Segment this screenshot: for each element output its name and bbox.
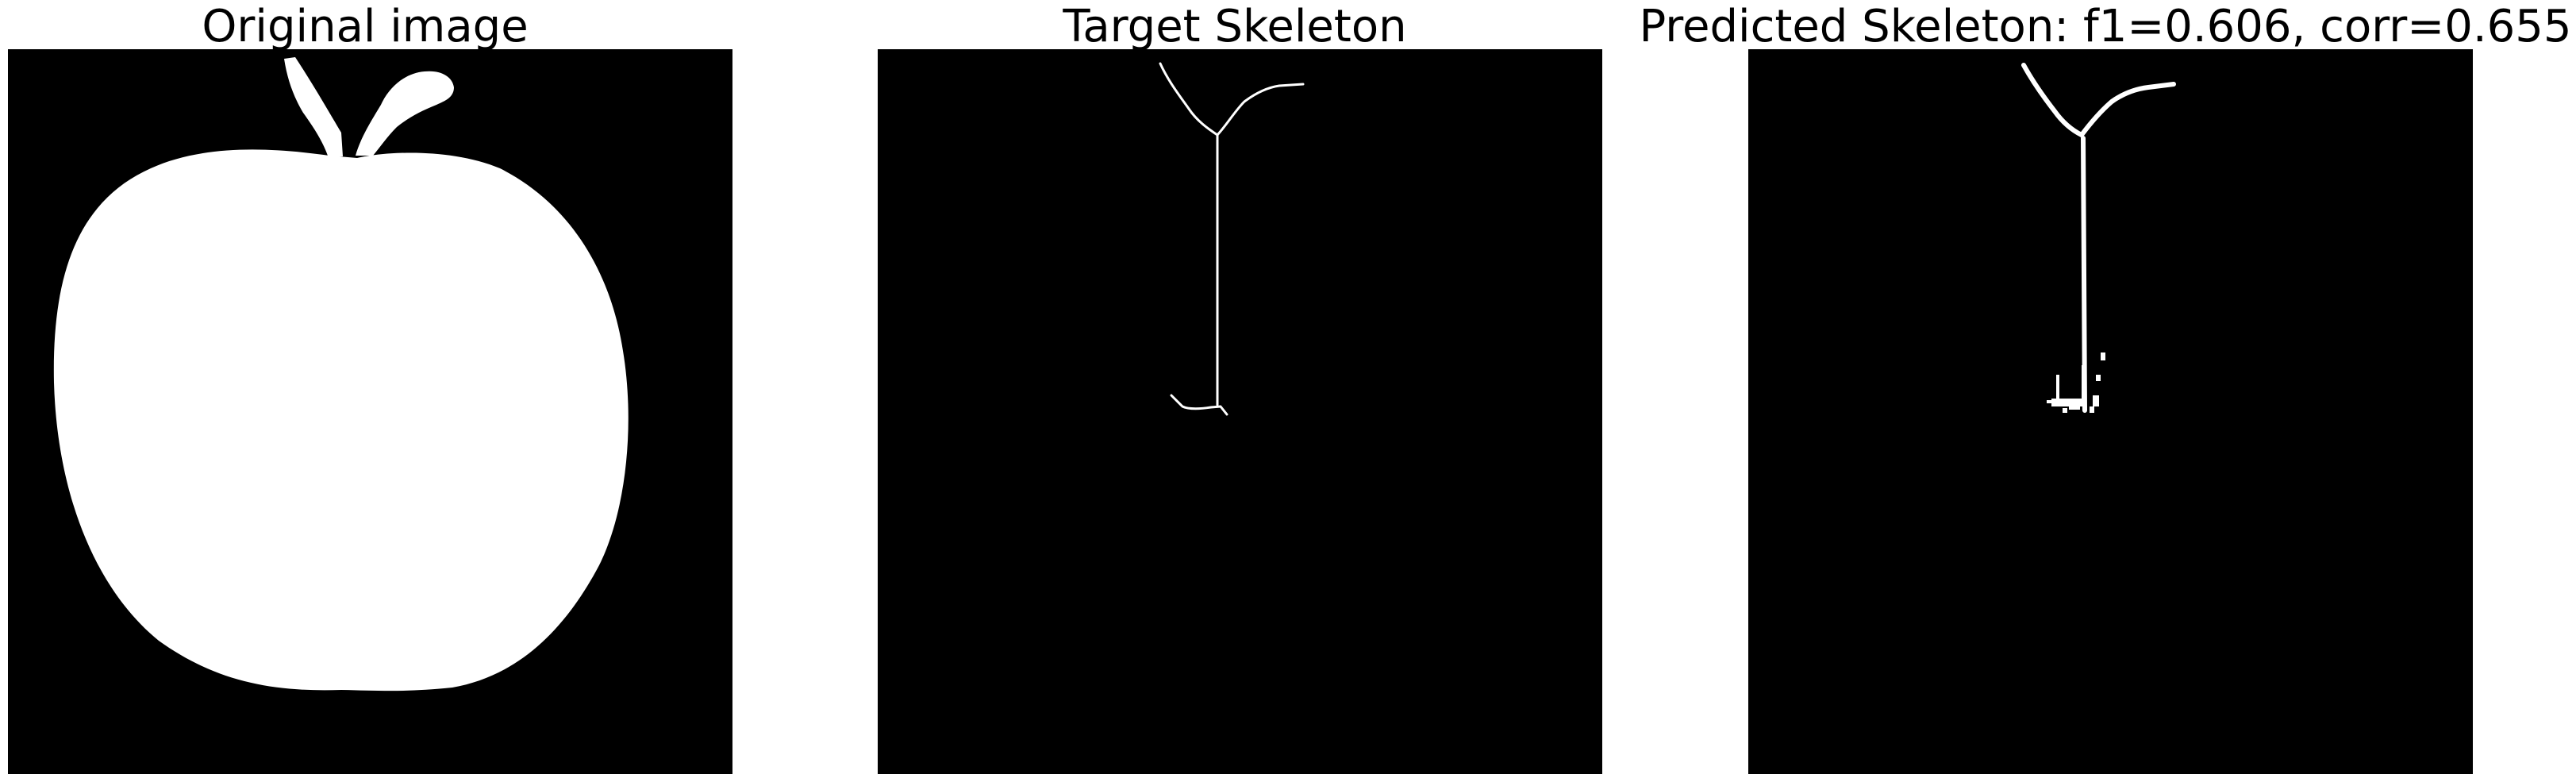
panel-title: Target Skeleton: [1063, 1, 1407, 52]
original-apple-image: [8, 49, 732, 774]
skeleton-left-branch: [1159, 62, 1219, 137]
skeleton-right-branch: [1216, 83, 1305, 137]
panel-title: Predicted Skeleton: f1=0.606, corr=0.655: [1639, 1, 2572, 52]
predicted-trunk: [2081, 136, 2087, 413]
predicted-skeleton-image: [1748, 49, 2473, 774]
panel-original-image: Original image: [0, 0, 794, 782]
target-skeleton-image: [878, 49, 1602, 774]
predicted-left-branch: [2021, 63, 2084, 137]
skeleton-base: [1170, 394, 1228, 416]
predicted-base-noise: [2047, 352, 2105, 413]
panel-title: Original image: [202, 1, 529, 52]
predicted-right-branch: [2079, 82, 2176, 137]
panel-target-skeleton: Target Skeleton: [870, 0, 1663, 782]
panel-predicted-skeleton: Predicted Skeleton: f1=0.606, corr=0.655: [1639, 0, 2572, 782]
